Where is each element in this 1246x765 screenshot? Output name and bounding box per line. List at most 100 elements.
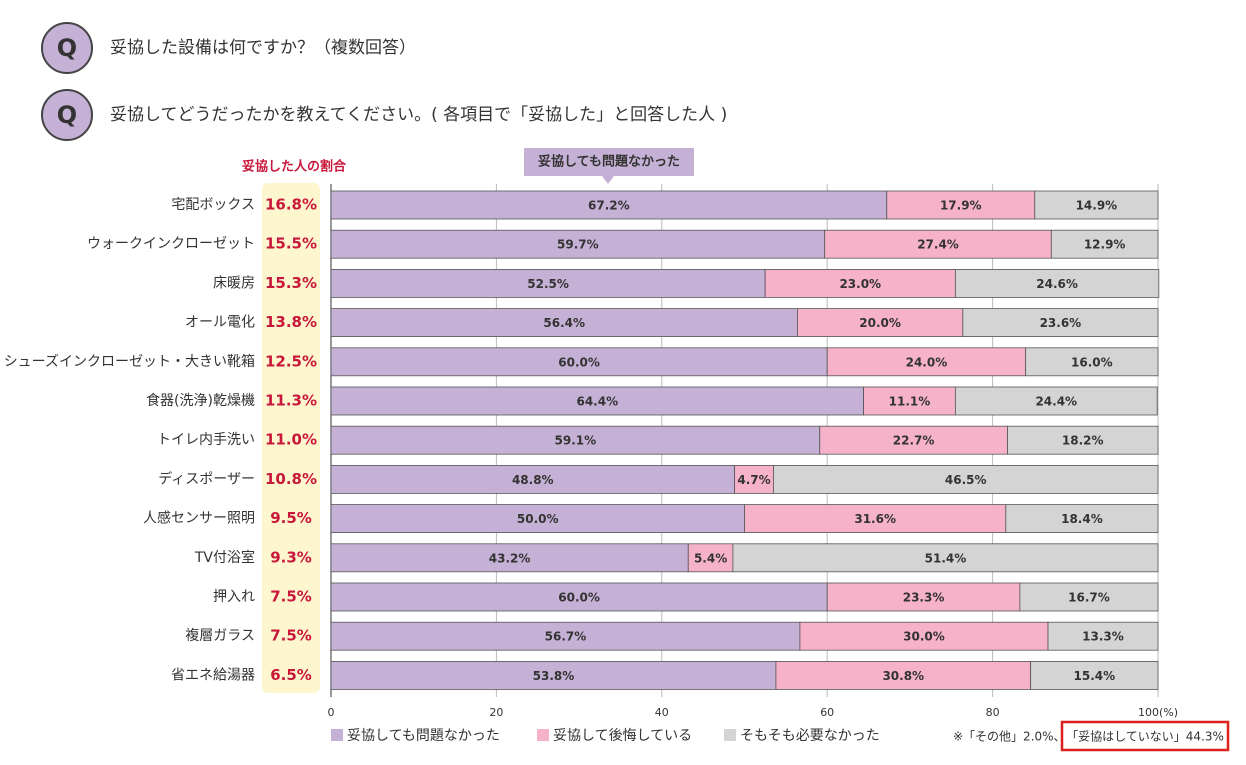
value-label: 53.8% [533, 669, 575, 683]
legend-label: 妥協しても問題なかった [347, 728, 500, 744]
bar-segment [773, 464, 1159, 494]
value-label: 5.4% [694, 551, 727, 565]
footnote: ※「その他」2.0%、 [953, 730, 1066, 744]
value-label: 20.0% [859, 316, 901, 330]
bar-segment [1050, 229, 1159, 259]
bar-segment [954, 268, 1160, 298]
value-label: 60.0% [558, 591, 600, 605]
bar-segment [764, 268, 956, 298]
share-label: 9.5% [270, 509, 312, 527]
bar-segment [819, 425, 1008, 455]
value-label: 23.3% [903, 591, 945, 605]
value-label: 13.3% [1082, 630, 1124, 644]
value-label: 24.4% [1035, 395, 1077, 409]
value-label: 67.2% [588, 199, 630, 213]
q-letter: Q [57, 34, 77, 62]
category-label: オール電化 [185, 315, 255, 331]
legend-swatch [537, 729, 549, 741]
share-label: 15.5% [265, 235, 317, 253]
value-label: 30.0% [903, 630, 945, 644]
bar-segment [1030, 661, 1159, 690]
annotation-box [524, 148, 694, 176]
category-label: 人感センサー照明 [143, 510, 255, 527]
value-label: 12.9% [1084, 238, 1126, 252]
share-label: 7.5% [270, 627, 312, 645]
bar-segment [775, 661, 1032, 690]
value-label: 16.0% [1071, 355, 1113, 369]
bar-segment [799, 621, 1049, 651]
bar-segment [826, 347, 1027, 377]
bar-segment [330, 543, 689, 573]
value-label: 64.4% [576, 395, 618, 409]
legend-label: そもそも必要なかった [740, 728, 880, 744]
x-tick-label: 80 [986, 706, 1000, 719]
bar-segment [1005, 504, 1159, 534]
question-2: Q 妥協してどうだったかを教えてください。( 各項目で「妥協した」と回答した人 … [41, 89, 727, 141]
share-label: 16.8% [265, 196, 317, 214]
bar-segment [1047, 621, 1159, 651]
bar-segment [734, 464, 774, 494]
legend-swatch [724, 729, 736, 741]
category-label: トイレ内手洗い [157, 432, 255, 448]
value-label: 59.1% [555, 434, 597, 448]
share-label: 15.3% [265, 274, 317, 292]
annotation: 妥協しても問題なかった [538, 154, 680, 170]
value-label: 17.9% [940, 199, 982, 213]
share-label: 13.8% [265, 313, 317, 331]
value-label: 43.2% [489, 551, 531, 565]
bar-segment [330, 229, 826, 259]
x-tick-label: 20 [489, 706, 503, 719]
q-icon [41, 22, 93, 74]
x-tick-label: 0 [328, 706, 335, 719]
question-text: 妥協してどうだったかを教えてください。( 各項目で「妥協した」と回答した人 ) [110, 105, 727, 125]
bar-segment [1025, 347, 1159, 377]
bar-segment [330, 582, 828, 612]
question-1: Q 妥協した設備は何ですか？（複数回答） [41, 22, 416, 74]
value-label: 16.7% [1068, 591, 1110, 605]
x-tick-label: 40 [655, 706, 669, 719]
bar-segment [330, 190, 888, 220]
bar-segment [962, 308, 1159, 338]
value-label: 18.2% [1062, 434, 1104, 448]
value-label: 24.0% [906, 355, 948, 369]
category-label: 省エネ給湯器 [171, 666, 255, 683]
category-label: 複層ガラス [185, 627, 255, 644]
value-label: 15.4% [1074, 669, 1116, 683]
bar-segment [330, 661, 777, 690]
value-label: 31.6% [854, 512, 896, 526]
bar-segment [732, 543, 1159, 573]
category-label: シューズインクローゼット・大きい靴箱 [4, 354, 255, 370]
category-label: 宅配ボックス [171, 197, 255, 213]
bar-segment [797, 308, 964, 338]
value-label: 27.4% [917, 238, 959, 252]
value-label: 24.6% [1036, 277, 1078, 291]
value-label: 50.0% [517, 512, 559, 526]
share-label: 9.3% [270, 548, 312, 566]
legend-label: 妥協して後悔している [553, 728, 692, 744]
bar-segment [1034, 190, 1159, 220]
question-text: 妥協した設備は何ですか？（複数回答） [110, 38, 416, 58]
value-label: 56.4% [543, 316, 585, 330]
x-tick-label: 60 [820, 706, 834, 719]
category-label: ウォークインクローゼット [87, 236, 255, 252]
category-label: 食器(洗浄)乾燥機 [146, 392, 255, 409]
value-label: 52.5% [527, 277, 569, 291]
value-label: 14.9% [1076, 199, 1118, 213]
share-label: 12.5% [265, 352, 317, 370]
value-label: 59.7% [557, 238, 599, 252]
legend-swatch [331, 729, 343, 741]
footnote-highlight: 「妥協はしていない」44.3% [1066, 729, 1224, 744]
value-label: 56.7% [545, 630, 587, 644]
bar-segment [744, 504, 1007, 534]
q-letter: Q [57, 101, 77, 129]
value-label: 48.8% [512, 473, 554, 487]
value-label: 60.0% [558, 355, 600, 369]
value-label: 4.7% [737, 473, 770, 487]
highlight-box [1060, 720, 1230, 752]
share-title: 妥協した人の割合 [242, 159, 347, 175]
value-label: 30.8% [882, 669, 924, 683]
bar-segment [824, 229, 1052, 259]
value-label: 18.4% [1061, 512, 1103, 526]
